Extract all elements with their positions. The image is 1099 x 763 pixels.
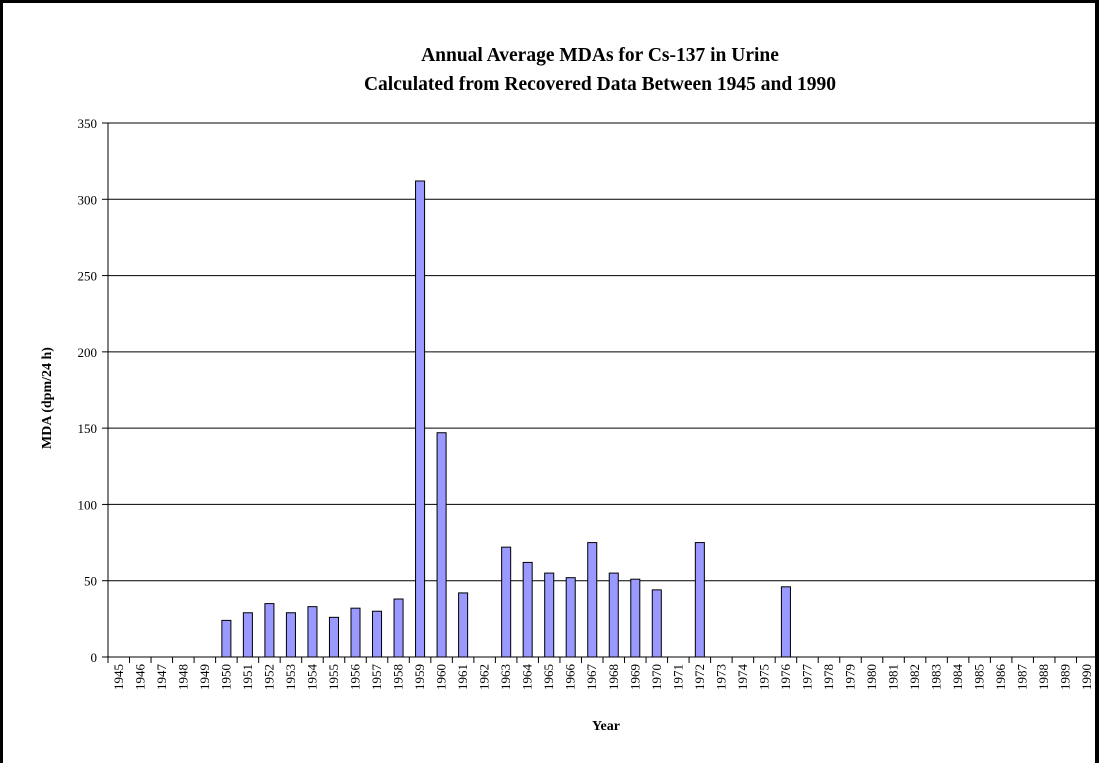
y-tick-label-200: 200	[78, 345, 98, 360]
x-tick-label-1967: 1967	[584, 664, 599, 691]
bar-1952	[264, 603, 275, 658]
x-tick-label-1977: 1977	[799, 664, 814, 691]
x-tick-label-1953: 1953	[283, 664, 298, 690]
x-tick-label-1959: 1959	[412, 664, 427, 690]
x-tick-label-1971: 1971	[670, 664, 685, 690]
x-tick-label-1966: 1966	[563, 664, 578, 691]
x-tick-label-1957: 1957	[369, 664, 384, 691]
x-tick-label-1949: 1949	[197, 664, 212, 690]
bar-1966	[565, 577, 576, 658]
bar-1967	[587, 542, 598, 658]
x-tick-label-1954: 1954	[304, 664, 319, 691]
bar-1958	[393, 598, 404, 658]
x-tick-labels: 1945 1946 1947 1948 1949 1950 1951 1952 1953 1954…	[107, 657, 1099, 691]
y-tick-label-250: 250	[78, 269, 98, 284]
x-tick-label-1956: 1956	[348, 664, 363, 691]
x-tick-label-1964: 1964	[520, 664, 535, 691]
x-tick-label-1965: 1965	[541, 664, 556, 690]
x-tick-label-1968: 1968	[606, 664, 621, 690]
bar-1976	[780, 586, 791, 658]
x-tick-label-1970: 1970	[649, 664, 664, 690]
bars	[221, 180, 791, 658]
bar-1964	[522, 561, 533, 658]
chart-title-line-1: Annual Average MDAs for Cs-137 in Urine	[421, 45, 779, 66]
bar-1954	[307, 606, 318, 658]
x-tick-label-1983: 1983	[929, 664, 944, 690]
bar-1953	[285, 612, 296, 658]
axes	[107, 123, 1098, 658]
x-tick-label-1962: 1962	[477, 664, 492, 690]
bar-1950	[221, 619, 232, 658]
y-tick-label-100: 100	[78, 497, 98, 512]
bar-1970	[651, 589, 662, 658]
x-tick-label-1981: 1981	[886, 664, 901, 690]
y-tick-label-50: 50	[84, 574, 97, 589]
x-tick-label-1951: 1951	[240, 664, 255, 690]
x-tick-label-1958: 1958	[391, 664, 406, 690]
x-tick-label-1987: 1987	[1015, 664, 1030, 691]
bar-1955	[328, 616, 339, 658]
x-tick-label-1969: 1969	[627, 664, 642, 690]
x-tick-label-1955: 1955	[326, 664, 341, 690]
x-tick-label-1948: 1948	[175, 664, 190, 690]
bar-1968	[608, 572, 619, 658]
x-tick-label-1972: 1972	[692, 664, 707, 690]
x-tick-label-1980: 1980	[864, 664, 879, 690]
x-tick-label-1990: 1990	[1079, 664, 1094, 690]
bar-1951	[242, 612, 253, 658]
x-tick-label-1973: 1973	[713, 664, 728, 690]
x-tick-label-1976: 1976	[778, 664, 793, 691]
bar-1961	[458, 592, 469, 658]
x-tick-label-1946: 1946	[132, 664, 147, 691]
y-tick-label-300: 300	[78, 192, 98, 207]
x-tick-label-1989: 1989	[1058, 664, 1073, 690]
x-tick-label-1947: 1947	[154, 664, 169, 691]
x-tick-label-1952: 1952	[261, 664, 276, 690]
x-tick-label-1974: 1974	[735, 664, 750, 691]
bar-1956	[350, 607, 361, 658]
bar-1969	[630, 578, 641, 658]
x-tick-label-1985: 1985	[972, 664, 987, 690]
x-tick-label-1960: 1960	[434, 664, 449, 690]
y-tick-label-150: 150	[78, 421, 98, 436]
x-tick-label-1988: 1988	[1036, 664, 1051, 690]
bar-1957	[372, 610, 383, 658]
x-tick-label-1982: 1982	[907, 664, 922, 690]
x-tick-label-1950: 1950	[218, 664, 233, 690]
bar-1965	[544, 572, 555, 658]
x-axis-label: Year	[592, 719, 620, 734]
y-tick-label-350: 350	[78, 116, 98, 131]
y-tick-labels: 0 50 100 150 200 250 300 350	[78, 116, 108, 665]
x-tick-label-1978: 1978	[821, 664, 836, 690]
chart-title-line-2: Calculated from Recovered Data Between 1…	[364, 74, 836, 95]
x-tick-label-1984: 1984	[950, 664, 965, 691]
y-tick-label-0: 0	[91, 650, 98, 665]
x-tick-label-1963: 1963	[498, 664, 513, 690]
y-axis-label: MDA (dpm/24 h)	[40, 347, 55, 449]
bar-1972	[694, 542, 705, 658]
x-tick-label-1979: 1979	[843, 664, 858, 690]
gridlines	[108, 122, 1098, 582]
bar-1963	[501, 546, 512, 658]
x-tick-label-1986: 1986	[993, 664, 1008, 691]
bar-1959	[415, 180, 426, 658]
x-tick-label-1961: 1961	[455, 664, 470, 690]
bar-1960	[436, 432, 447, 658]
x-tick-label-1975: 1975	[756, 664, 771, 690]
x-tick-label-1945: 1945	[111, 664, 126, 690]
